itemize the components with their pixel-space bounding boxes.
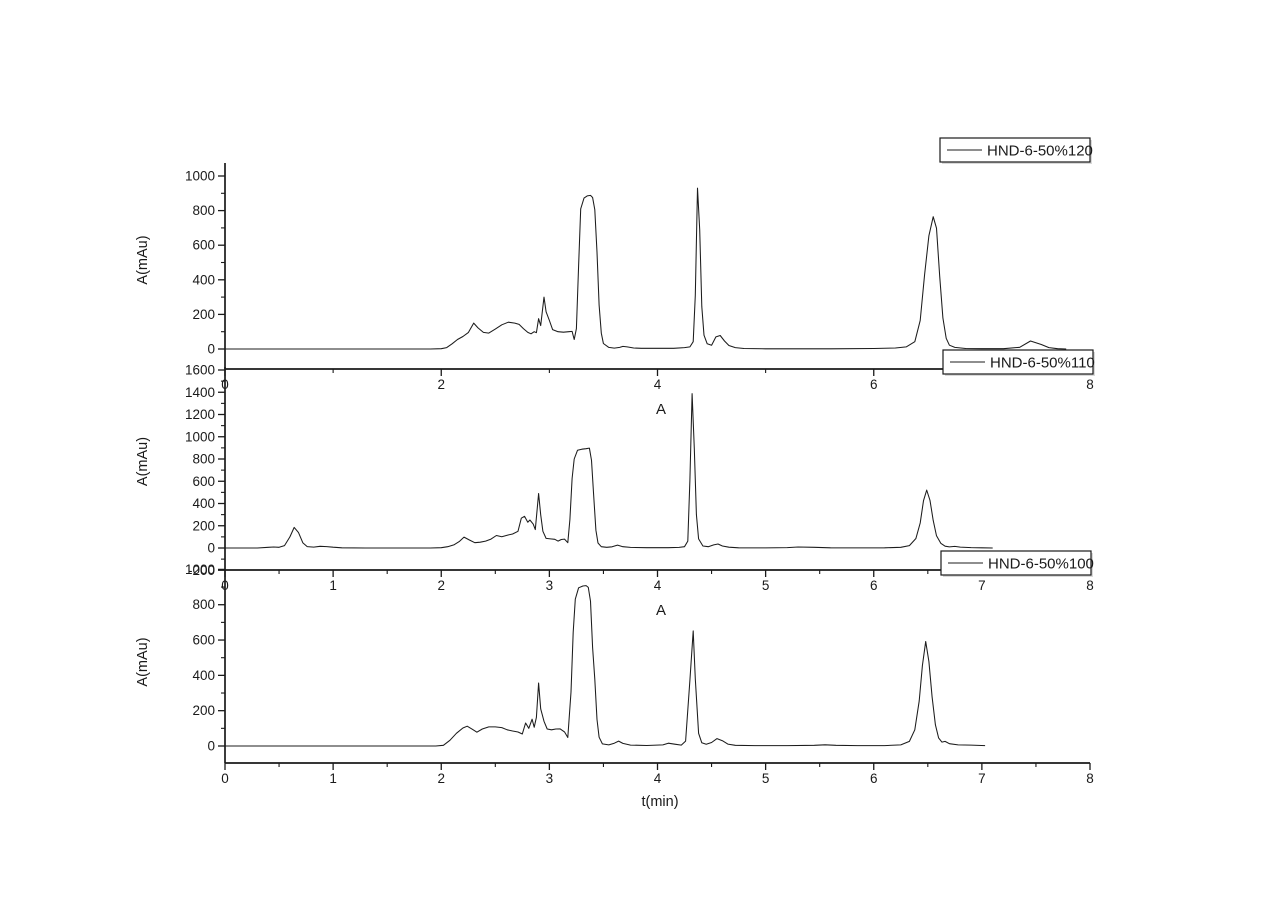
y-tick-label: 600 [192, 238, 215, 253]
x-tick-label: 7 [978, 771, 986, 786]
y-tick-label: 800 [192, 597, 215, 612]
y-tick-label: 600 [192, 474, 215, 489]
panel-subtitle: A [656, 401, 666, 418]
x-tick-label: 7 [978, 578, 986, 593]
y-tick-label: -200 [188, 563, 215, 578]
x-tick-label: 5 [762, 578, 770, 593]
x-tick-label: 2 [437, 578, 445, 593]
trace-hnd-6-50-120 [225, 187, 1067, 350]
legend-2: HND-6-50%110 [942, 349, 1095, 376]
panel-hnd-6-50-100: 0 200 400 600 800 1000 0 1 2 3 4 5 6 7 8 A(mAu) [135, 562, 1094, 786]
y-tick-label: 0 [207, 541, 215, 556]
y-axis-title: A(mAu) [135, 235, 151, 284]
legend-label: HND-6-50%110 [990, 355, 1095, 372]
x-tick-label: 1 [329, 771, 337, 786]
x-tick-label: 3 [546, 578, 554, 593]
legend-3: HND-6-50%100 [940, 550, 1094, 577]
x-tick-label: 4 [654, 771, 662, 786]
x-tick-label: 4 [654, 578, 662, 593]
x-tick-label: 6 [870, 578, 878, 593]
y-tick-label: 1400 [185, 385, 215, 400]
y-tick-label: 400 [192, 272, 215, 287]
y-tick-label: 0 [207, 342, 215, 357]
legend-label: HND-6-50%100 [988, 556, 1094, 573]
y-tick-label: 1000 [185, 169, 215, 184]
panel-hnd-6-50-120: 0200400600800100002468A(mAu)A [135, 163, 1094, 418]
y-tick-label: 200 [192, 307, 215, 322]
y-tick-label: 1000 [185, 562, 215, 577]
trace-hnd-6-50-110 [225, 393, 993, 549]
x-tick-label: 6 [870, 771, 878, 786]
x-tick-label: 2 [437, 377, 445, 392]
x-axis-title: t(min) [641, 794, 678, 810]
y-axis-title: A(mAu) [135, 437, 151, 486]
y-tick-label: 1200 [185, 407, 215, 422]
y-tick-label: 600 [192, 633, 215, 648]
y-tick-label: 0 [207, 739, 215, 754]
panel-subtitle: A [656, 602, 666, 619]
y-tick-label: 1600 [185, 363, 215, 378]
y-tick-label: 1000 [185, 429, 215, 444]
x-tick-label: 8 [1086, 578, 1094, 593]
x-tick-label: 8 [1086, 771, 1094, 786]
x-tick-label: 4 [654, 377, 662, 392]
x-tick-label: 0 [221, 771, 229, 786]
panel-hnd-6-50-110: -200020040060080010001200140016000123456… [135, 363, 1094, 620]
x-tick-label: 8 [1086, 377, 1094, 392]
x-tick-label: 1 [329, 578, 337, 593]
legend-1: HND-6-50%120 [939, 137, 1093, 164]
trace-hnd-6-50-100 [225, 585, 986, 747]
y-tick-label: 800 [192, 452, 215, 467]
x-tick-label: 5 [762, 771, 770, 786]
x-tick-label: 2 [437, 771, 445, 786]
y-tick-label: 400 [192, 496, 215, 511]
y-tick-label: 800 [192, 203, 215, 218]
y-tick-label: 200 [192, 518, 215, 533]
y-axis-title: A(mAu) [135, 637, 151, 686]
x-tick-label: 3 [546, 771, 554, 786]
y-tick-label: 400 [192, 668, 215, 683]
legend-label: HND-6-50%120 [987, 143, 1093, 160]
y-tick-label: 200 [192, 703, 215, 718]
x-tick-label: 6 [870, 377, 878, 392]
